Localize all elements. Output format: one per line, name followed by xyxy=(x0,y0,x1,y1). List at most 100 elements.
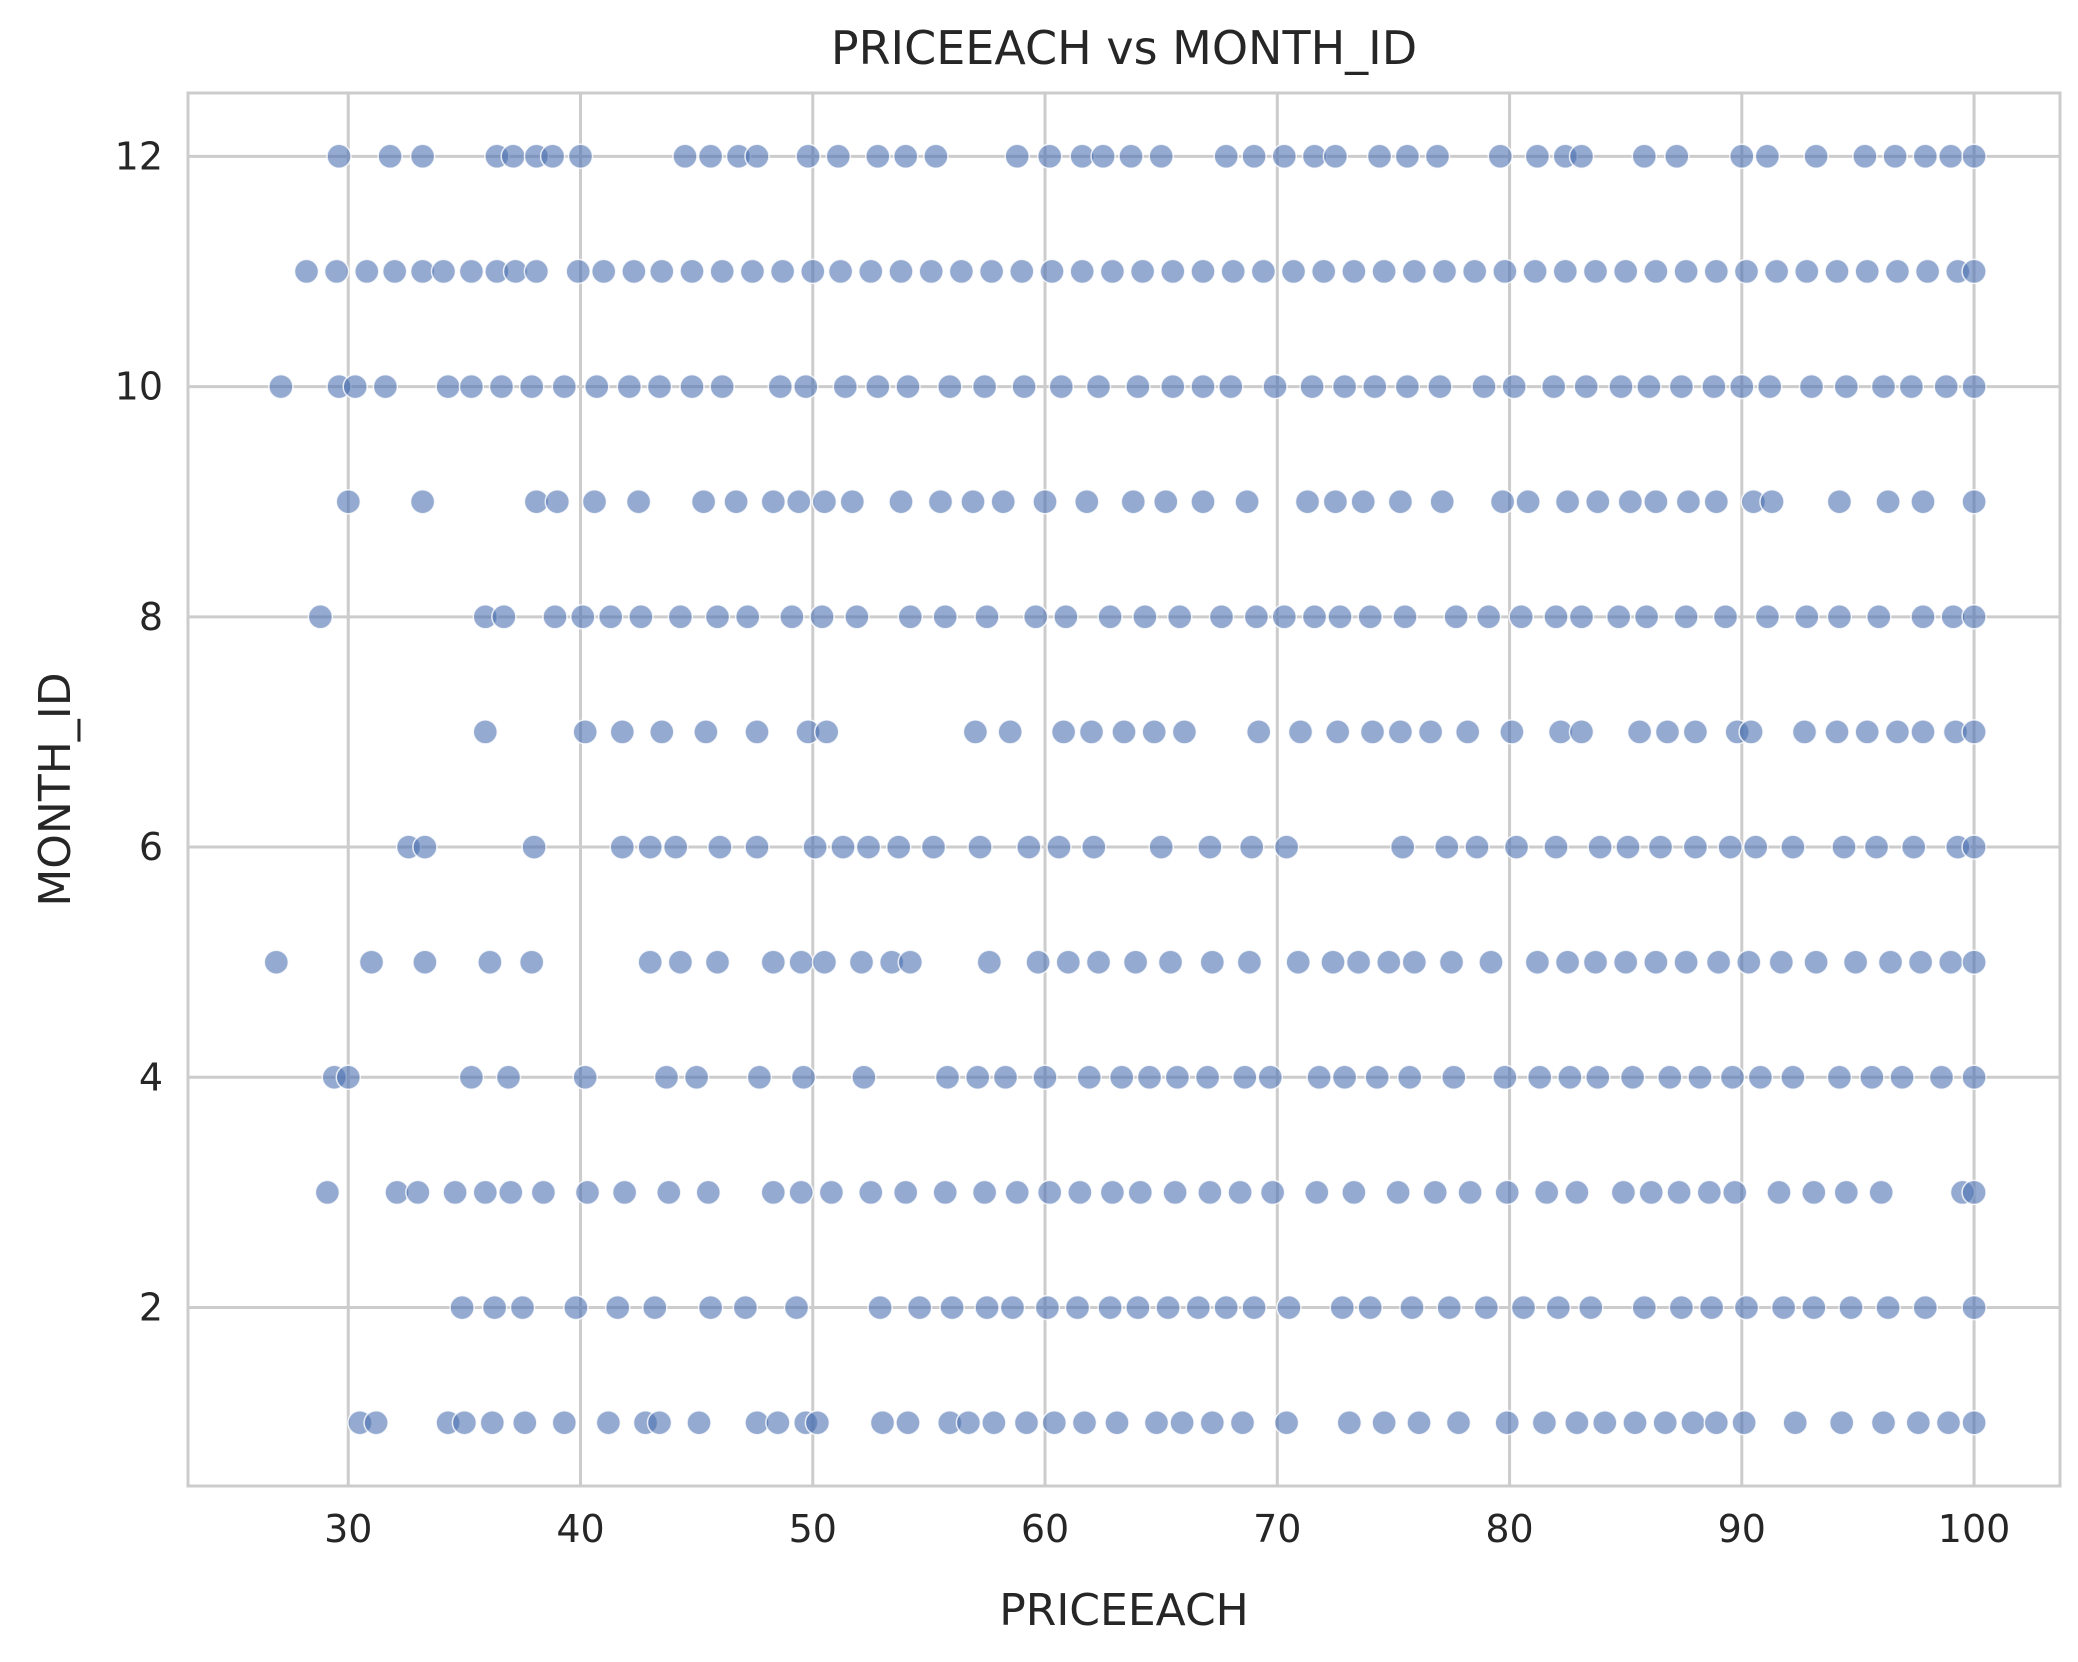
data-point xyxy=(1587,834,1613,860)
data-point xyxy=(1875,488,1901,515)
data-point xyxy=(1362,373,1388,400)
data-point xyxy=(971,1179,998,1206)
data-point xyxy=(597,604,624,630)
data-point xyxy=(1900,834,1927,860)
data-point xyxy=(1136,1064,1163,1091)
data-point xyxy=(590,258,617,285)
data-point xyxy=(939,1294,965,1321)
data-point xyxy=(858,1179,884,1206)
data-point xyxy=(844,604,870,630)
data-point xyxy=(709,258,735,285)
data-point xyxy=(1199,1409,1226,1436)
data-point xyxy=(584,373,610,400)
data-point xyxy=(709,373,735,400)
data-point xyxy=(1701,373,1727,400)
data-point xyxy=(1067,1179,1093,1206)
data-point xyxy=(1099,1179,1126,1206)
data-point xyxy=(542,604,568,630)
data-point xyxy=(744,834,770,860)
data-point xyxy=(1143,1409,1170,1436)
data-point xyxy=(1120,488,1147,515)
data-point xyxy=(1401,258,1428,285)
data-point xyxy=(1257,1064,1284,1091)
data-point xyxy=(372,373,399,400)
data-point xyxy=(1643,488,1669,515)
data-point xyxy=(1190,373,1216,400)
data-point xyxy=(1801,1179,1827,1206)
data-point xyxy=(802,834,828,860)
data-point xyxy=(818,1179,845,1206)
data-point xyxy=(1898,373,1925,400)
data-point xyxy=(1652,1409,1678,1436)
data-point xyxy=(1680,1409,1706,1436)
data-point xyxy=(1345,949,1372,975)
data-point xyxy=(855,834,882,860)
data-point xyxy=(1592,1409,1618,1436)
data-point xyxy=(811,488,838,515)
data-point xyxy=(1522,258,1548,285)
data-point xyxy=(570,604,596,630)
data-point xyxy=(1824,258,1850,285)
data-point xyxy=(813,719,840,745)
data-point xyxy=(1961,949,1987,975)
data-point xyxy=(937,373,963,400)
data-point xyxy=(1884,258,1911,285)
data-point xyxy=(498,1179,524,1206)
data-point xyxy=(1329,1294,1356,1321)
data-point xyxy=(574,1179,601,1206)
data-point xyxy=(539,143,566,170)
data-point xyxy=(1492,1064,1518,1091)
data-point xyxy=(1961,488,1987,515)
data-point xyxy=(1526,1064,1553,1091)
data-point xyxy=(581,488,608,515)
data-point xyxy=(1208,604,1235,630)
data-point xyxy=(932,1179,958,1206)
data-point xyxy=(1071,1409,1098,1436)
data-point xyxy=(1016,834,1042,860)
data-point xyxy=(518,949,545,975)
x-tick-label: 40 xyxy=(556,1507,604,1551)
data-point xyxy=(1585,1064,1611,1091)
data-point xyxy=(1826,604,1853,630)
data-point xyxy=(609,834,636,860)
y-tick-label: 8 xyxy=(139,595,163,639)
data-point xyxy=(1668,373,1695,400)
data-point xyxy=(1461,258,1488,285)
data-point xyxy=(990,488,1016,515)
data-point xyxy=(800,258,826,285)
data-point xyxy=(1097,1294,1123,1321)
data-point xyxy=(734,604,761,630)
data-point xyxy=(1961,1179,1987,1206)
data-point xyxy=(551,373,578,400)
data-point xyxy=(1357,604,1383,630)
data-point xyxy=(1064,1294,1091,1321)
data-point xyxy=(1454,719,1481,745)
data-point xyxy=(1768,949,1795,975)
data-point xyxy=(491,604,517,630)
data-point xyxy=(1262,373,1288,400)
data-point xyxy=(1213,1294,1239,1321)
data-point xyxy=(1780,1064,1806,1091)
data-point xyxy=(1166,604,1193,630)
data-point xyxy=(1933,373,1959,400)
data-point xyxy=(449,1294,475,1321)
data-point xyxy=(1961,143,1987,170)
data-point xyxy=(960,488,986,515)
data-point xyxy=(974,604,1000,630)
data-point xyxy=(760,488,787,515)
x-tick-label: 50 xyxy=(789,1507,837,1551)
data-point xyxy=(1050,719,1077,745)
data-point xyxy=(971,373,998,400)
data-point xyxy=(1503,834,1530,860)
data-point xyxy=(1798,373,1825,400)
data-point xyxy=(1385,1179,1411,1206)
data-point xyxy=(1722,1179,1748,1206)
data-point xyxy=(1213,143,1239,170)
data-point xyxy=(1705,949,1732,975)
data-point xyxy=(1090,143,1116,170)
data-point xyxy=(567,143,594,170)
data-point xyxy=(1004,1179,1030,1206)
data-point xyxy=(1719,1064,1746,1091)
data-point xyxy=(1097,604,1123,630)
data-point xyxy=(1664,143,1690,170)
